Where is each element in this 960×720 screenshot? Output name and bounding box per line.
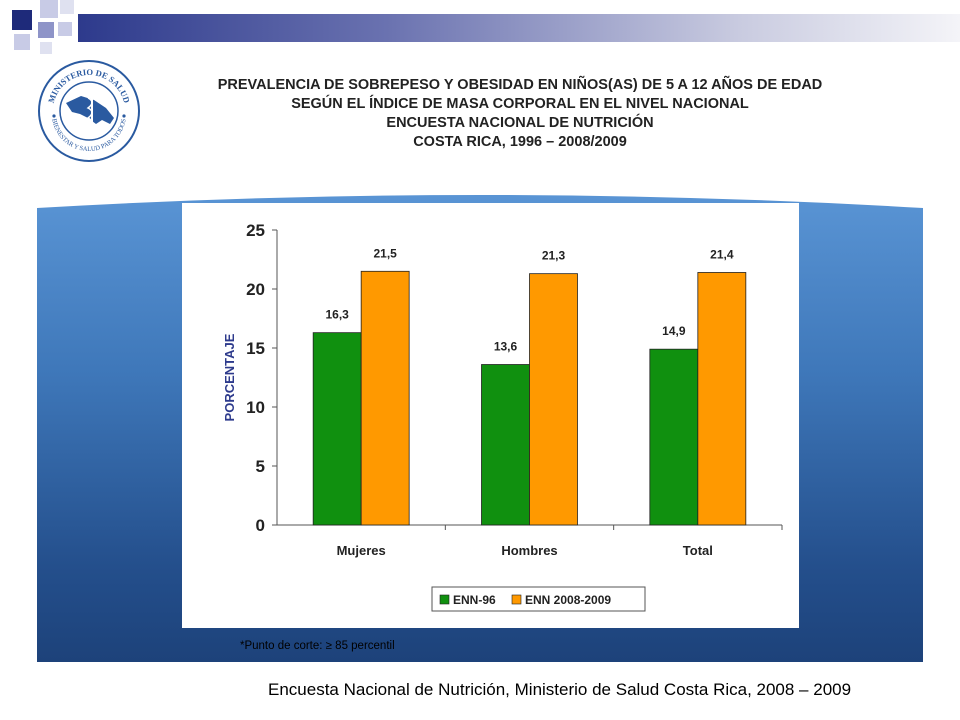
slide-title: PREVALENCIA DE SOBREPESO Y OBESIDAD EN N… — [150, 76, 890, 152]
decorative-square — [40, 42, 52, 54]
bar — [697, 272, 747, 526]
title-line-4: COSTA RICA, 1996 – 2008/2009 — [413, 134, 627, 150]
decorative-square — [38, 22, 54, 38]
decorative-square — [60, 0, 74, 14]
y-tick-label: 25 — [246, 221, 265, 240]
bar — [481, 364, 530, 526]
decorative-square — [14, 34, 30, 50]
panel-top-curve — [37, 184, 923, 208]
y-tick-label: 5 — [256, 457, 265, 476]
footnote: *Punto de corte: ≥ 85 percentil — [240, 640, 395, 652]
decorative-square — [12, 10, 32, 30]
y-tick-label: 0 — [256, 516, 265, 535]
y-tick-label: 10 — [246, 398, 265, 417]
y-tick-label: 15 — [246, 339, 265, 358]
data-label: 13,6 — [494, 340, 518, 354]
x-tick-label: Mujeres — [337, 543, 386, 558]
legend-swatch — [439, 594, 450, 605]
header-gradient-bar — [78, 14, 960, 42]
title-line-1: PREVALENCIA DE SOBREPESO Y OBESIDAD EN N… — [217, 77, 823, 93]
data-label: 21,5 — [373, 246, 397, 260]
bar — [312, 332, 362, 526]
bar — [529, 273, 578, 526]
chart-panel-background: 0 5 10 15 20 25 PORCENTAJE Mujeres 16,3 21,5 Hombr… — [37, 184, 923, 662]
x-tick-label: Hombres — [501, 543, 557, 558]
decorative-square — [58, 22, 72, 36]
chart-area: 0 5 10 15 20 25 PORCENTAJE Mujeres 16,3 21,5 Hombr… — [182, 203, 799, 628]
decorative-square — [40, 0, 58, 18]
ministry-seal-logo: MINISTERIO DE SALUD BIENESTAR Y SALUD PA… — [38, 60, 140, 162]
bar — [360, 270, 410, 526]
legend-label: ENN-96 — [453, 593, 496, 607]
data-label: 21,4 — [710, 247, 734, 261]
y-axis-label: PORCENTAJE — [222, 333, 237, 421]
source-citation: Encuesta Nacional de Nutrición, Minister… — [268, 680, 852, 699]
legend-swatch — [511, 594, 522, 605]
data-label: 16,3 — [325, 308, 349, 322]
bar — [649, 348, 699, 526]
y-tick-label: 20 — [246, 280, 265, 299]
title-line-3: ENCUESTA NACIONAL DE NUTRICIÓN — [386, 115, 654, 131]
title-line-2: SEGÚN EL ÍNDICE DE MASA CORPORAL EN EL N… — [291, 96, 749, 112]
data-label: 14,9 — [662, 324, 686, 338]
legend-box — [431, 586, 646, 612]
legend-label: ENN 2008-2009 — [525, 593, 611, 607]
x-tick-label: Total — [683, 543, 713, 558]
data-label: 21,3 — [542, 249, 566, 263]
bar-chart: 0 5 10 15 20 25 PORCENTAJE Mujeres 16,3 21,5 Hombr… — [222, 221, 783, 612]
